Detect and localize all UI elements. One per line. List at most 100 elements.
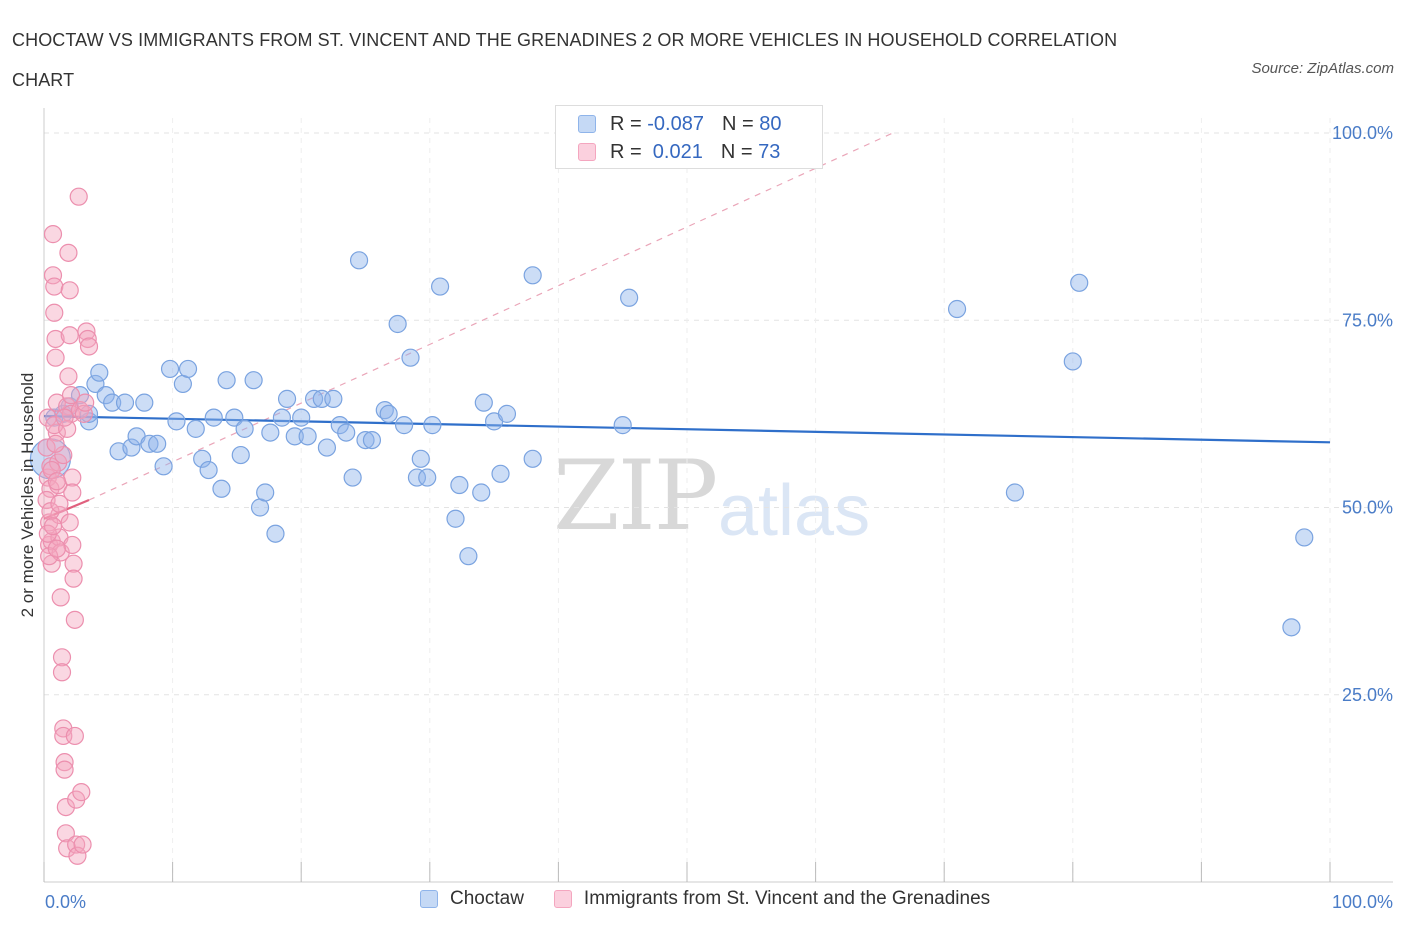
choctaw-point (304, 389, 324, 408)
immigrants-point (58, 839, 77, 858)
choctaw-point (199, 460, 218, 480)
choctaw-point (1070, 273, 1089, 292)
watermark-atlas: atlas (718, 471, 871, 551)
r-label: R = (610, 140, 648, 163)
choctaw-point (86, 374, 105, 394)
r-label: R = (610, 112, 648, 135)
choctaw-point (266, 524, 285, 543)
choctaw-point (472, 483, 491, 502)
choctaw-point (212, 479, 231, 498)
choctaw-point (394, 416, 414, 435)
choctaw-point (474, 393, 493, 412)
choctaw-point (497, 404, 517, 423)
choctaw-point (154, 457, 173, 476)
choctaw-point (491, 464, 510, 483)
y-tick-label: 50.0% (1342, 498, 1393, 518)
choctaw-point (613, 416, 632, 435)
gridlines (44, 118, 1393, 882)
immigrants-point (55, 408, 74, 427)
choctaw-point (1282, 618, 1301, 637)
choctaw-point (140, 434, 159, 453)
x-tick-label-min: 0.0% (45, 892, 86, 912)
y-axis-title: 2 or more Vehicles in Household (18, 373, 37, 618)
choctaw-point (96, 386, 115, 405)
immigrants-point (45, 303, 64, 322)
choctaw-point (178, 359, 198, 379)
immigrants-point (47, 393, 66, 412)
axes (43, 108, 1393, 883)
choctaw-point (459, 547, 478, 566)
choctaw-point (523, 449, 542, 468)
immigrants-legend-swatch (553, 890, 572, 908)
n-label: N = (721, 112, 760, 135)
immigrants-point (77, 322, 96, 341)
r-value: -0.087 (647, 112, 704, 135)
choctaw-point (450, 475, 469, 495)
choctaw-point (523, 266, 542, 285)
immigrants-point (79, 337, 99, 356)
choctaw-point (446, 509, 465, 528)
immigrants-point (63, 535, 82, 555)
immigrants-point (60, 513, 79, 532)
choctaw-point (418, 468, 437, 487)
immigrants-point (55, 753, 74, 772)
immigrants-point (52, 648, 72, 667)
immigrants-point (61, 386, 81, 405)
choctaw-point (356, 430, 375, 450)
immigrants-point (64, 569, 83, 588)
immigrants-point (47, 539, 66, 558)
choctaw-point (379, 404, 398, 423)
watermark-zip: ZIP (553, 440, 718, 552)
choctaw-point (231, 445, 250, 465)
choctaw-point (204, 408, 223, 427)
choctaw-legend-label: Choctaw (450, 888, 524, 909)
y-tick-label: 75.0% (1342, 310, 1393, 330)
choctaw-point (407, 468, 427, 487)
choctaw-point (337, 423, 356, 442)
choctaw-point (135, 393, 154, 412)
immigrants-point (43, 225, 63, 244)
immigrants-point (55, 760, 74, 779)
choctaw-point (411, 449, 430, 468)
n-label: N = (720, 140, 759, 163)
choctaw-point (225, 408, 244, 427)
immigrants-legend-label: Immigrants from St. Vincent and the Gren… (583, 888, 991, 909)
choctaw-point (401, 348, 420, 367)
immigrants-point (43, 517, 63, 536)
legend-row-immigrants: R = 0.021 N = 73 (578, 138, 780, 166)
immigrants-swatch (578, 143, 596, 161)
immigrants-point (46, 329, 65, 349)
n-value: 73 (758, 140, 781, 163)
immigrants-point (59, 367, 78, 386)
choctaw-point (317, 438, 337, 457)
choctaw-point (261, 423, 280, 442)
choctaw-point (193, 449, 212, 468)
immigrants-point (45, 277, 64, 296)
chart-source: Source: ZipAtlas.com (1251, 60, 1394, 77)
choctaw-point (122, 438, 141, 457)
choctaw-point (79, 404, 99, 423)
immigrants-point (63, 483, 82, 502)
choctaw-point (620, 288, 639, 307)
immigrants-point (76, 393, 95, 412)
series-legend: Choctaw Immigrants from St. Vincent and … (420, 888, 990, 910)
immigrants-point (72, 783, 91, 802)
immigrants-point (69, 187, 88, 206)
immigrants-point (59, 243, 78, 262)
immigrants-point (65, 726, 84, 746)
choctaw-point (103, 393, 122, 412)
immigrants-point (56, 824, 75, 843)
choctaw-point (349, 251, 369, 270)
immigrants-point (46, 434, 65, 453)
choctaw-trend-line (43, 415, 1331, 444)
choctaw-legend-swatch (420, 890, 438, 908)
immigrants-point (51, 588, 70, 607)
immigrants-point (60, 281, 79, 300)
immigrants-point (63, 468, 82, 487)
immigrants-point (47, 472, 66, 491)
n-value: 80 (759, 112, 782, 135)
choctaw-point (186, 419, 205, 438)
choctaw-point (292, 408, 311, 427)
immigrants-point (52, 663, 72, 682)
